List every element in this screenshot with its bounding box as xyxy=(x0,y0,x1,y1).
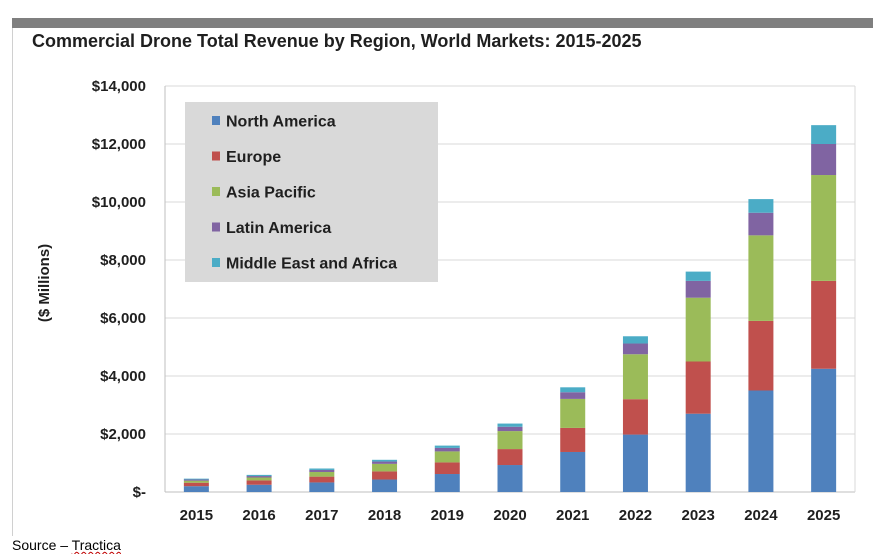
bar-segment xyxy=(560,392,586,399)
bar-segment xyxy=(183,480,209,483)
bar-segment xyxy=(246,480,272,485)
bar-segment xyxy=(434,462,460,475)
bar-segment xyxy=(622,399,648,435)
bar-segment xyxy=(748,235,774,321)
x-tick-label: 2024 xyxy=(744,507,778,524)
bar-segment xyxy=(685,271,711,281)
x-tick-labels: 2015 2016 2017 2018 2019 2020 2021 2022 2023 2024… xyxy=(180,507,841,524)
bar-segment xyxy=(560,387,586,393)
y-tick-label: $4,000 xyxy=(100,368,146,385)
bar-segment xyxy=(372,459,398,462)
bar-segment xyxy=(748,199,774,213)
y-tick-labels: $- $2,000 $4,000 $6,000 $8,000 $10,000 $12,000… xyxy=(92,78,146,501)
legend-swatch xyxy=(212,116,220,125)
top-border-bar xyxy=(12,18,873,28)
bar-segment xyxy=(622,336,648,344)
bar-segment xyxy=(811,280,837,369)
bar-segment xyxy=(497,426,523,432)
x-tick-label: 2016 xyxy=(242,507,275,524)
bar-segment xyxy=(497,449,523,466)
bar-segment xyxy=(246,477,272,481)
bars xyxy=(183,125,837,492)
legend-swatch xyxy=(212,222,220,232)
bar-segment xyxy=(811,125,837,144)
bar-segment xyxy=(811,144,837,176)
bar-segment xyxy=(246,474,272,477)
bar-segment xyxy=(309,476,335,483)
bar-segment xyxy=(183,486,209,492)
bar-segment xyxy=(748,390,774,492)
legend-swatch xyxy=(212,258,220,267)
y-tick-label: $8,000 xyxy=(100,252,146,269)
y-tick-label: $10,000 xyxy=(92,194,146,211)
bar-segment xyxy=(560,451,586,492)
bar-segment xyxy=(309,469,335,472)
bar-segment xyxy=(309,468,335,470)
bar-segment xyxy=(622,434,648,492)
bar-segment xyxy=(811,175,837,281)
x-tick-label: 2015 xyxy=(180,507,213,524)
bar-segment xyxy=(497,423,523,427)
bar-segment xyxy=(685,413,711,492)
source-note: Source – Tractica xyxy=(12,537,121,553)
bar-segment xyxy=(309,482,335,492)
legend-label: Europe xyxy=(226,149,281,166)
bar-segment xyxy=(811,368,837,492)
bar-segment xyxy=(372,479,398,492)
y-tick-label: $14,000 xyxy=(92,78,146,95)
bar-segment xyxy=(183,479,209,481)
source-name: Tractica xyxy=(71,537,121,553)
bar-segment xyxy=(309,471,335,477)
x-tick-label: 2019 xyxy=(431,507,464,524)
legend-swatch xyxy=(212,151,220,161)
bar-segment xyxy=(560,398,586,428)
bar-segment xyxy=(685,297,711,362)
x-tick-label: 2020 xyxy=(493,507,526,524)
legend-label: Latin America xyxy=(226,220,331,237)
x-tick-label: 2017 xyxy=(305,507,338,524)
bar-segment xyxy=(434,451,460,463)
legend-swatch xyxy=(212,187,220,196)
legend-box xyxy=(185,102,438,282)
y-axis-label: ($ Millions) xyxy=(36,244,53,322)
y-tick-label: $12,000 xyxy=(92,136,146,153)
x-tick-label: 2022 xyxy=(619,507,652,524)
bar-segment xyxy=(685,280,711,298)
bar-segment xyxy=(622,354,648,400)
bar-segment xyxy=(183,482,209,487)
legend-label: Middle East and Africa xyxy=(226,256,397,273)
bar-segment xyxy=(560,427,586,452)
x-tick-label: 2018 xyxy=(368,507,401,524)
bar-segment xyxy=(372,461,398,464)
bar-segment xyxy=(246,476,272,478)
y-tick-label: $6,000 xyxy=(100,310,146,327)
bar-segment xyxy=(748,320,774,391)
bar-segment xyxy=(748,212,774,236)
bar-segment xyxy=(372,463,398,472)
bar-segment xyxy=(497,465,523,492)
chart-title: Commercial Drone Total Revenue by Region… xyxy=(32,31,642,51)
y-tick-label: $- xyxy=(133,484,146,501)
bar-segment xyxy=(434,445,460,448)
chart-frame xyxy=(12,28,873,536)
bar-segment xyxy=(183,478,209,480)
bar-segment xyxy=(246,484,272,492)
x-tick-label: 2023 xyxy=(681,507,714,524)
bar-segment xyxy=(372,471,398,480)
bar-segment xyxy=(497,431,523,450)
source-prefix: Source – xyxy=(12,537,72,553)
bar-segment xyxy=(434,447,460,452)
legend-label: Asia Pacific xyxy=(226,185,316,202)
x-tick-label: 2021 xyxy=(556,507,589,524)
bar-segment xyxy=(685,361,711,414)
legend-label: North America xyxy=(226,114,336,131)
bar-segment xyxy=(434,474,460,492)
legend: North America Europe Asia Pacific Latin Ame… xyxy=(185,102,438,282)
bar-segment xyxy=(622,343,648,355)
x-tick-label: 2025 xyxy=(807,507,840,524)
y-tick-label: $2,000 xyxy=(100,426,146,443)
